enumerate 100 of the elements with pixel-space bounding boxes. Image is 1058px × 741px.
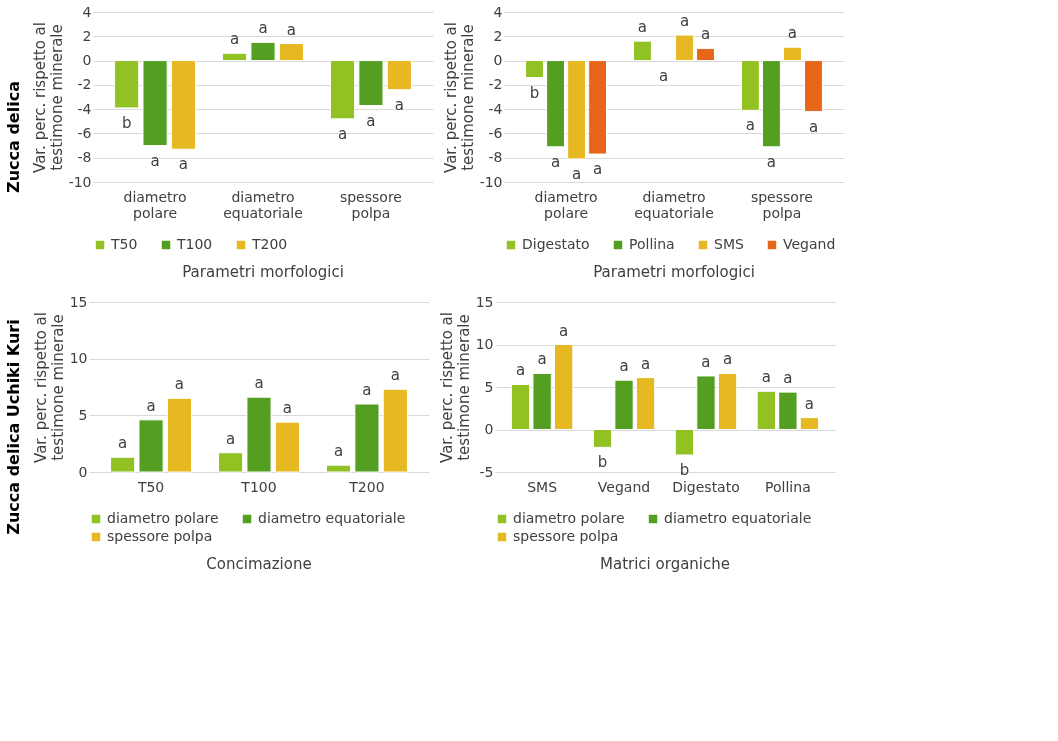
bar (783, 46, 802, 62)
y-tick-label: 0 (78, 463, 88, 480)
data-label: a (593, 160, 603, 179)
data-label: a (722, 350, 733, 369)
text: Zucca delica (4, 81, 23, 193)
bar (222, 52, 248, 62)
y-tick-label: 10 (475, 336, 494, 352)
y-tick-label: -5 (479, 463, 494, 480)
data-label: a (787, 24, 798, 43)
data-label: b (679, 461, 690, 479)
bar (588, 60, 608, 155)
y-tick-label: -2 (488, 76, 503, 93)
data-label: a (254, 374, 264, 393)
data-label: a (783, 369, 793, 388)
data-label: a (366, 111, 376, 130)
data-label: a (174, 375, 185, 394)
y-tick-label: -4 (77, 100, 92, 117)
data-label: a (333, 442, 344, 461)
legend-label: T100 (176, 236, 213, 252)
bar (756, 390, 776, 430)
x-tick-label: spessore polpa (750, 188, 813, 221)
x-tick-label: diametro polare (123, 188, 187, 221)
y-tick-label: 5 (484, 378, 494, 395)
data-label: a (700, 25, 711, 44)
data-label: a (286, 20, 297, 39)
legend-label: T200 (251, 236, 288, 252)
data-label: a (118, 434, 128, 453)
x-tick-label: T200 (348, 478, 385, 495)
data-label: a (362, 381, 372, 399)
bar (554, 344, 574, 430)
data-label: a (146, 396, 156, 415)
data-label: a (178, 155, 189, 174)
y-tick-label: -6 (77, 124, 92, 141)
bar (532, 372, 552, 430)
data-label: a (640, 354, 651, 373)
x-tick-label: T100 (240, 478, 277, 495)
bar (138, 419, 164, 473)
bar (170, 60, 197, 150)
data-label: a (550, 152, 561, 171)
text: Zucca delica Uchiki Kuri (4, 319, 23, 535)
data-label: a (150, 151, 160, 170)
y-axis-title: Var. perc. rispetto al testimone minerale (441, 22, 477, 173)
data-label: a (537, 350, 547, 369)
bar (278, 43, 304, 62)
y-tick-label: -6 (488, 124, 503, 141)
data-label: b (597, 453, 608, 472)
y-tick-label: 15 (69, 293, 88, 310)
x-tick-label: Pollina (765, 478, 811, 495)
y-tick-label: 0 (493, 52, 503, 69)
legend-label: spessore polpa (107, 528, 213, 544)
bar (592, 429, 613, 448)
data-label: b (529, 83, 540, 102)
text: a (658, 66, 669, 85)
bar (166, 397, 193, 473)
bar (546, 60, 565, 148)
data-label: a (515, 361, 526, 380)
legend-label: Vegand (783, 236, 836, 252)
bar (567, 60, 587, 160)
y-tick-label: 4 (82, 3, 92, 20)
data-label: a (559, 321, 569, 340)
y-tick-label: -10 (479, 173, 503, 190)
x-tick-label: T50 (136, 478, 165, 495)
legend-label: Pollina (629, 236, 675, 252)
y-tick-label: -10 (68, 173, 92, 190)
bar (274, 421, 300, 473)
x-axis-title: Matrici organiche (600, 555, 730, 573)
x-tick-label: Digestato (672, 478, 740, 495)
data-label: a (679, 12, 690, 31)
bar (114, 60, 140, 109)
data-label: a (761, 368, 771, 387)
bar (386, 60, 412, 91)
y-tick-label: 10 (69, 350, 88, 367)
bar (674, 429, 695, 456)
legend-label: T50 (110, 236, 138, 252)
y-tick-label: -8 (488, 149, 503, 166)
y-tick-label: -2 (77, 76, 92, 93)
x-tick-label: diametro polare (534, 188, 598, 221)
y-tick-label: 4 (493, 3, 503, 20)
data-label: a (808, 117, 819, 136)
bar (510, 383, 531, 430)
data-label: a (229, 30, 240, 49)
y-tick-label: 0 (484, 421, 494, 437)
data-label: a (571, 164, 582, 183)
bar (717, 372, 738, 430)
legend-label: diametro equatoriale (664, 510, 812, 526)
legend-label: diametro polare (513, 510, 625, 526)
bar (525, 60, 544, 79)
legend-label: spessore polpa (513, 528, 619, 544)
data-label: a (337, 124, 348, 143)
bar (246, 396, 272, 473)
legend-label: diametro equatoriale (258, 510, 406, 526)
data-label: b (121, 113, 132, 132)
bar (354, 403, 380, 473)
y-tick-label: -8 (77, 149, 92, 166)
y-tick-label: 0 (82, 52, 92, 69)
data-label: a (745, 116, 755, 135)
bar (614, 379, 634, 430)
legend-label: Digestato (522, 236, 590, 252)
bar (110, 456, 136, 473)
bar (382, 388, 408, 473)
